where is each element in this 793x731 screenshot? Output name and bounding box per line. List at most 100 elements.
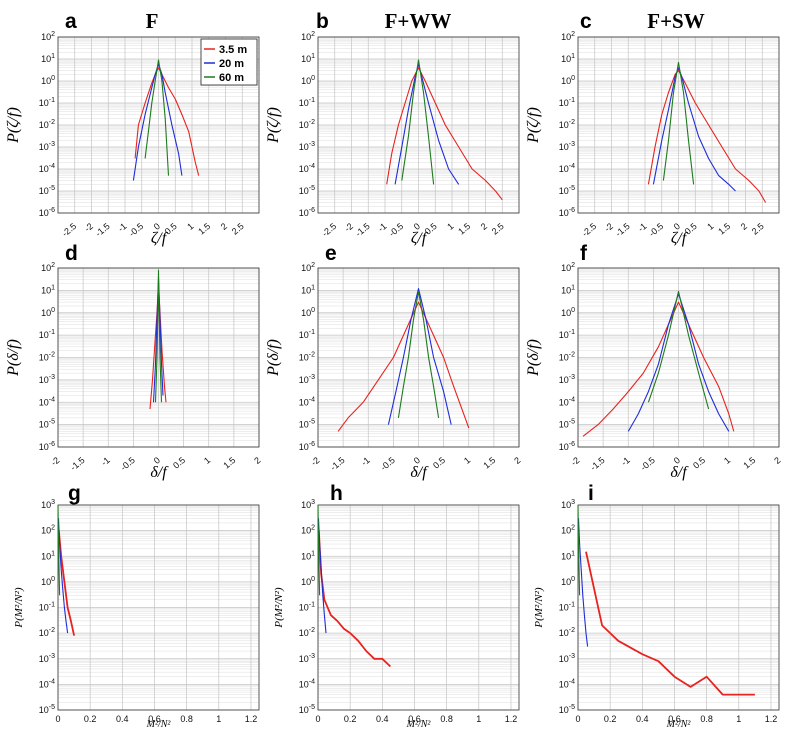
x-tick-label: -1.5 xyxy=(68,455,86,473)
y-tick-label-base: 10 xyxy=(41,54,51,64)
panel-label: h xyxy=(330,482,343,505)
x-tick-label: -0.5 xyxy=(387,221,405,239)
y-tick-label-base: 10 xyxy=(41,32,51,42)
y-tick-label: 10-6 xyxy=(39,441,55,452)
y-tick-label-base: 10 xyxy=(561,76,571,86)
y-tick-label-exp: -4 xyxy=(49,163,55,170)
series-line-3-5-m-g xyxy=(57,530,75,636)
x-tick-label: 0.8 xyxy=(700,714,713,724)
y-tick-label-base: 10 xyxy=(561,551,571,561)
y-tick-label-exp: -3 xyxy=(49,653,55,660)
y-tick-label: 10-1 xyxy=(559,329,575,340)
y-tick-label-exp: -3 xyxy=(569,374,575,381)
legend: 3.5 m 20 m 60 m xyxy=(200,38,258,86)
series-line-60-m-f xyxy=(647,290,710,410)
y-tick-label-base: 10 xyxy=(559,353,569,363)
y-tick-label-base: 10 xyxy=(559,208,569,218)
y-tick-label: 10-1 xyxy=(39,602,55,613)
x-axis-label: M²/N² xyxy=(406,719,432,730)
y-tick-label-base: 10 xyxy=(559,164,569,174)
y-tick-label-base: 10 xyxy=(301,526,311,536)
x-tick-label: 2 xyxy=(479,221,489,232)
y-tick-label: 101 xyxy=(301,284,315,295)
panel-label: b xyxy=(316,10,329,33)
y-tick-label: 10-3 xyxy=(559,141,575,152)
y-tick-label-base: 10 xyxy=(299,628,309,638)
x-tick-label: -0.5 xyxy=(639,455,657,473)
y-tick-label-base: 10 xyxy=(299,353,309,363)
y-tick-label: 10-1 xyxy=(559,602,575,613)
y-tick-label-base: 10 xyxy=(301,76,311,86)
x-tick-label: 2 xyxy=(219,221,229,232)
y-tick-label: 10-3 xyxy=(299,374,315,385)
y-tick-label-base: 10 xyxy=(561,526,571,536)
y-tick-label-exp: -4 xyxy=(49,396,55,403)
y-tick-label: 100 xyxy=(301,75,315,86)
y-tick-label-base: 10 xyxy=(299,186,309,196)
y-tick-label: 10-5 xyxy=(39,704,55,715)
y-tick-label-base: 10 xyxy=(559,420,569,430)
y-tick-label-exp: -2 xyxy=(49,119,55,126)
y-axis-label: P(M²/N²) xyxy=(533,587,545,629)
x-tick-label: -2.5 xyxy=(60,221,78,239)
x-tick-label: 0 xyxy=(575,714,580,724)
x-tick-label: -2.5 xyxy=(320,221,338,239)
y-tick-label-base: 10 xyxy=(301,500,311,510)
y-tick-label: 103 xyxy=(301,499,315,510)
panel-label: c xyxy=(580,10,592,33)
y-tick-label: 10-4 xyxy=(559,678,575,689)
x-axis-label: ζ/f xyxy=(151,230,169,247)
series-line-3-5-m-e xyxy=(337,301,470,432)
y-tick-label-base: 10 xyxy=(39,603,49,613)
series-line-60-m-h xyxy=(317,504,321,596)
y-tick-label-base: 10 xyxy=(301,32,311,42)
x-tick-label: 1 xyxy=(722,455,732,466)
series-line-60-m-b xyxy=(401,59,435,185)
axes-frame xyxy=(317,36,520,214)
y-tick-label-exp: 2 xyxy=(311,31,315,38)
x-tick-label: 1 xyxy=(445,221,455,232)
y-tick-label: 100 xyxy=(41,307,55,318)
x-tick-label: -1.5 xyxy=(93,221,111,239)
y-tick-label: 10-1 xyxy=(299,329,315,340)
y-tick-label-base: 10 xyxy=(559,654,569,664)
y-axis-label: P(δ/f) xyxy=(5,339,22,377)
y-tick-label-exp: 3 xyxy=(51,499,55,506)
y-tick-label-exp: -3 xyxy=(49,141,55,148)
x-tick-label: 0 xyxy=(672,455,682,466)
series-line-20-m-c xyxy=(652,67,736,192)
y-tick-label-exp: -2 xyxy=(309,119,315,126)
y-tick-label-exp: 3 xyxy=(311,499,315,506)
series-line-60-m-c xyxy=(662,61,695,185)
x-tick-label: 1 xyxy=(705,221,715,232)
y-tick-label-exp: -3 xyxy=(569,141,575,148)
x-tick-label: 2 xyxy=(512,455,522,466)
y-tick-label-exp: -3 xyxy=(309,374,315,381)
y-tick-label-exp: 0 xyxy=(311,307,315,314)
x-tick-label: -2.5 xyxy=(580,221,598,239)
x-tick-label: 1 xyxy=(476,714,481,724)
y-tick-label-base: 10 xyxy=(39,120,49,130)
x-tick-label: -0.5 xyxy=(119,455,137,473)
x-tick-label: 1 xyxy=(462,455,472,466)
y-tick-label-exp: -2 xyxy=(309,627,315,634)
x-tick-label: 1.2 xyxy=(505,714,518,724)
y-tick-label-base: 10 xyxy=(301,263,311,273)
series-line-20-m-a xyxy=(132,63,183,181)
y-tick-label-base: 10 xyxy=(301,551,311,561)
y-tick-label-exp: -3 xyxy=(569,653,575,660)
y-tick-label-base: 10 xyxy=(299,98,309,108)
y-tick-label: 10-4 xyxy=(39,396,55,407)
x-tick-label: 0 xyxy=(412,221,422,232)
x-tick-label: 0.4 xyxy=(116,714,129,724)
y-tick-label-base: 10 xyxy=(299,142,309,152)
x-tick-label: 0.4 xyxy=(376,714,389,724)
y-tick-label-exp: -3 xyxy=(309,141,315,148)
y-tick-label-exp: -5 xyxy=(309,185,315,192)
y-tick-label-base: 10 xyxy=(561,54,571,64)
